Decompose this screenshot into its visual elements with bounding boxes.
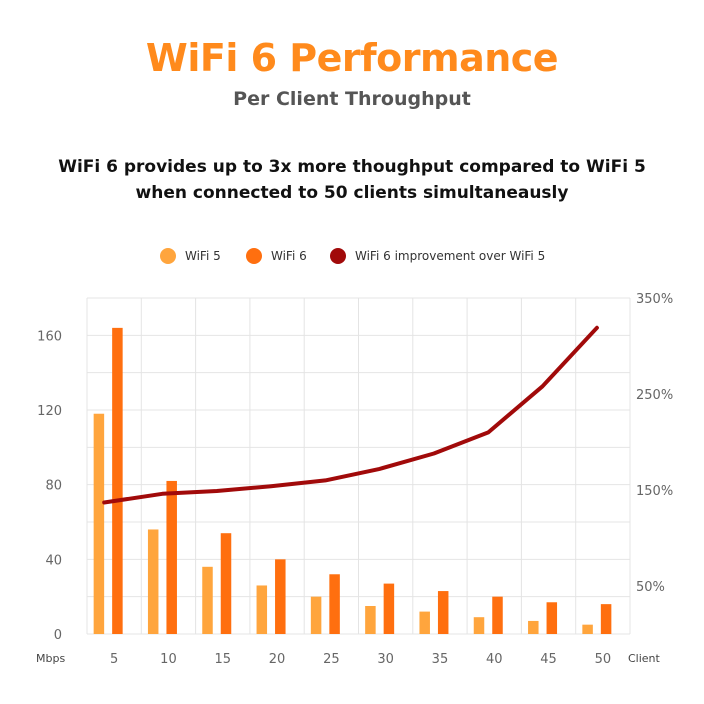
x-tick-label: 50 [595,652,612,667]
legend-label-wifi5: WiFi 5 [185,249,221,263]
legend-swatch-wifi5 [160,248,176,264]
bar-wifi5 [419,611,430,634]
x-tick-label: 40 [486,652,503,667]
y-tick-label: 40 [45,553,62,568]
bar-wifi5 [93,413,105,634]
bar-wifi6 [112,327,123,634]
y2-tick-label: 350% [636,292,673,307]
y2-tick-label: 250% [636,388,673,403]
headline-line-1: WiFi 6 provides up to 3x more thoughput … [58,157,646,177]
x-tick-label: 25 [323,652,340,667]
chart-headline: WiFi 6 provides up to 3x more thoughput … [20,154,684,206]
chart-title: WiFi 6 Performance [145,36,559,80]
x-axis-label: Client [628,652,661,665]
x-tick-label: 10 [160,652,177,667]
bar-wifi5 [202,566,213,634]
y-tick-label: 120 [37,404,62,419]
legend-item-wifi6: WiFi 6 [246,246,307,266]
bar-wifi6 [546,602,558,634]
y-tick-label: 0 [54,628,62,643]
y-axis-label: Mbps [36,652,65,665]
bar-wifi6 [600,604,612,634]
x-tick-label: 15 [214,652,231,667]
bar-wifi5 [473,617,485,634]
x-tick-label: 30 [377,652,394,667]
legend-label-wifi6: WiFi 6 [271,249,307,263]
headline-line-2: when connected to 50 clients simultaneau… [135,183,569,203]
legend-label-improvement: WiFi 6 improvement over WiFi 5 [355,249,546,263]
legend-item-wifi5: WiFi 5 [160,246,221,266]
x-tick-label: 20 [269,652,286,667]
bar-wifi5 [528,620,539,634]
y-tick-label: 160 [37,329,62,344]
bar-wifi5 [310,596,322,634]
legend-swatch-wifi6 [246,248,262,264]
chart-subtitle: Per Client Throughput [233,88,471,110]
y2-tick-label: 150% [636,484,673,499]
legend-swatch-improvement [330,248,346,264]
bar-wifi6 [220,533,232,634]
bar-wifi6 [166,480,177,634]
x-tick-label: 45 [540,652,557,667]
bar-wifi6 [492,596,503,634]
bar-wifi6 [383,583,395,634]
bar-wifi6 [329,574,340,634]
bar-wifi5 [256,585,268,634]
bar-wifi5 [365,606,376,634]
bar-wifi5 [147,529,159,634]
chart-legend: WiFi 5 WiFi 6 WiFi 6 improvement over Wi… [0,246,704,266]
x-tick-label: 5 [110,652,118,667]
legend-item-improvement: WiFi 6 improvement over WiFi 5 [330,246,545,266]
line-improvement [102,325,599,505]
bar-wifi5 [582,624,593,634]
y2-tick-label: 50% [636,580,665,595]
bar-wifi6 [437,591,449,634]
x-tick-label: 35 [432,652,449,667]
y-tick-label: 80 [45,479,62,494]
bar-wifi6 [275,559,286,634]
